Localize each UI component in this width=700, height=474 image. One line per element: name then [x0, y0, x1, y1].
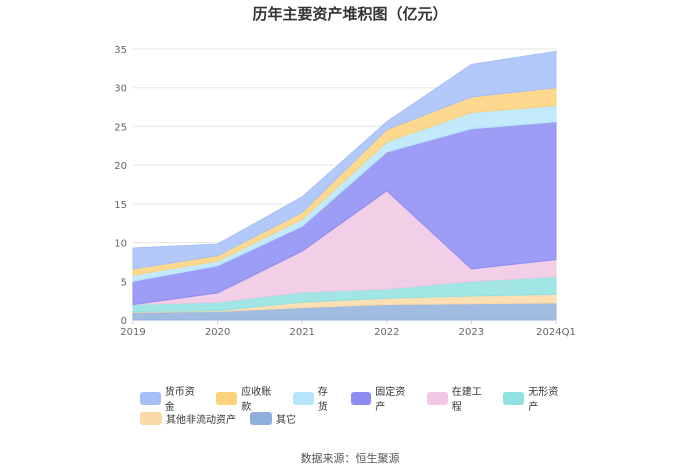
legend-item[interactable]: 其他非流动资产 [140, 411, 236, 426]
legend-item[interactable]: 固定资产 [350, 383, 413, 413]
legend: 货币资金 应收账款 存货 固定资产 在建工程 无形资产 其他非流动资产 其它 [140, 387, 580, 428]
x-axis-ticks: 2019 2020 2021 2022 2023 2024Q1 [120, 320, 576, 338]
legend-item[interactable]: 货币资金 [140, 383, 202, 413]
y-tick-label: 25 [114, 122, 127, 133]
y-tick-label: 15 [114, 200, 127, 211]
legend-label: 存货 [317, 387, 328, 413]
x-tick-label: 2020 [205, 327, 230, 338]
chart-title: 历年主要资产堆积图（亿元） [252, 5, 448, 23]
x-tick-label: 2021 [289, 327, 314, 338]
legend-row: 货币资金 应收账款 存货 固定资产 在建工程 无形资产 [140, 387, 580, 413]
legend-label: 在建工程 [451, 387, 482, 413]
x-tick-label: 2023 [459, 327, 484, 338]
x-tick-label: 2022 [374, 327, 399, 338]
legend-label: 固定资产 [375, 387, 406, 413]
area-series [132, 50, 557, 321]
area-货币资金 [132, 50, 557, 270]
legend-swatch [427, 391, 448, 405]
legend-swatch [350, 391, 372, 405]
x-tick-label: 2019 [120, 327, 145, 338]
y-tick-label: 10 [114, 239, 127, 250]
data-source: 数据来源：恒生聚源 [300, 452, 400, 465]
legend-label: 其它 [276, 414, 296, 426]
legend-item[interactable]: 在建工程 [427, 383, 489, 413]
legend-item[interactable]: 存货 [292, 383, 337, 413]
legend-item[interactable]: 其它 [250, 411, 296, 426]
y-tick-label: 35 [114, 45, 127, 56]
legend-swatch [140, 391, 161, 405]
legend-swatch [216, 391, 238, 405]
legend-label: 货币资金 [164, 387, 195, 413]
legend-label: 应收账款 [241, 387, 272, 413]
legend-swatch [140, 411, 162, 425]
y-tick-label: 20 [114, 161, 127, 172]
y-tick-label: 0 [121, 316, 127, 327]
y-axis-ticks: 0 5 10 15 20 25 30 35 [114, 45, 127, 327]
legend-item[interactable]: 无形资产 [503, 383, 565, 413]
legend-row: 其他非流动资产 其它 [140, 408, 580, 428]
y-tick-label: 5 [121, 277, 127, 288]
legend-item[interactable]: 应收账款 [216, 383, 278, 413]
legend-swatch [292, 391, 314, 405]
x-tick-label: 2024Q1 [536, 327, 576, 338]
legend-swatch [250, 411, 272, 425]
legend-swatch [503, 391, 525, 405]
legend-label: 无形资产 [528, 387, 559, 413]
y-tick-label: 30 [114, 84, 127, 95]
legend-label: 其他非流动资产 [166, 414, 236, 426]
